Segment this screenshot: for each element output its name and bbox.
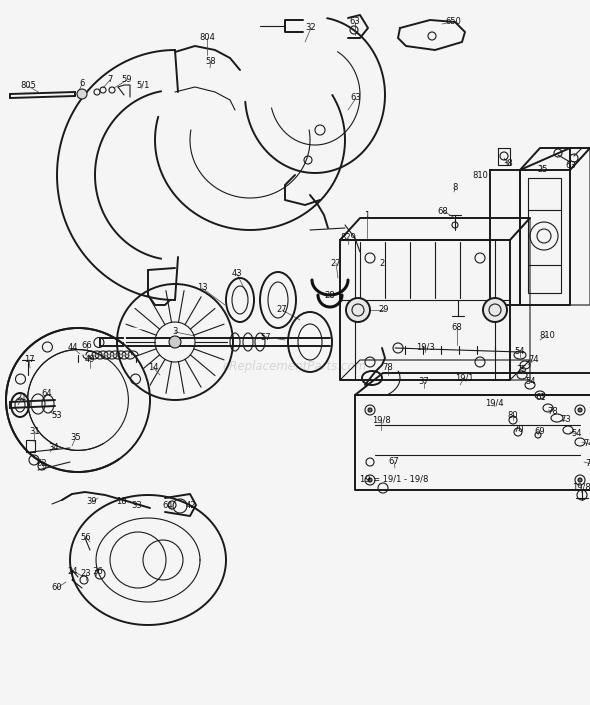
Circle shape xyxy=(578,408,582,412)
Text: 56: 56 xyxy=(81,532,91,541)
Text: 27: 27 xyxy=(330,259,341,267)
Text: 33: 33 xyxy=(132,501,142,510)
Text: 66: 66 xyxy=(81,341,93,350)
Text: 62: 62 xyxy=(37,458,47,467)
Text: 804: 804 xyxy=(199,34,215,42)
Text: 70: 70 xyxy=(514,426,525,434)
Text: 32: 32 xyxy=(306,23,316,32)
Text: 805: 805 xyxy=(20,82,36,90)
Text: 35: 35 xyxy=(71,432,81,441)
Text: 23: 23 xyxy=(81,568,91,577)
Circle shape xyxy=(368,478,372,482)
Circle shape xyxy=(368,408,372,412)
Text: 6: 6 xyxy=(79,80,85,89)
Text: 34: 34 xyxy=(49,443,60,451)
Text: 8: 8 xyxy=(453,183,458,192)
Text: 58: 58 xyxy=(206,58,217,66)
Text: 61: 61 xyxy=(536,393,546,403)
Text: 69: 69 xyxy=(535,427,545,436)
Text: 78: 78 xyxy=(548,407,558,415)
Text: 64: 64 xyxy=(42,389,53,398)
Text: 29: 29 xyxy=(379,305,389,314)
Text: 37: 37 xyxy=(419,377,430,386)
Text: 63: 63 xyxy=(350,18,360,27)
Text: 19 = 19/1 - 19/8: 19 = 19/1 - 19/8 xyxy=(360,474,428,484)
Text: 14: 14 xyxy=(148,362,158,372)
Text: 36: 36 xyxy=(93,567,103,575)
Text: 1: 1 xyxy=(365,212,369,221)
Text: 13: 13 xyxy=(196,283,207,293)
Text: 27: 27 xyxy=(277,305,287,314)
Text: 54: 54 xyxy=(572,429,582,439)
Circle shape xyxy=(77,89,87,99)
Text: 810: 810 xyxy=(539,331,555,340)
Text: 44: 44 xyxy=(68,343,78,352)
Text: 49: 49 xyxy=(85,355,95,364)
Circle shape xyxy=(346,298,370,322)
Text: 68: 68 xyxy=(438,207,448,216)
Text: 19/8: 19/8 xyxy=(372,415,391,424)
Text: 67: 67 xyxy=(389,458,399,467)
Text: 42: 42 xyxy=(186,501,196,510)
Text: 54: 54 xyxy=(526,377,536,386)
Text: 80: 80 xyxy=(507,410,518,419)
Text: 18: 18 xyxy=(116,498,126,506)
Text: 28: 28 xyxy=(324,290,335,300)
Text: 829: 829 xyxy=(340,233,356,243)
Text: 17: 17 xyxy=(24,355,34,364)
Text: 43: 43 xyxy=(232,269,242,278)
Text: 38: 38 xyxy=(503,159,513,168)
Text: 3: 3 xyxy=(172,328,178,336)
Text: 73: 73 xyxy=(560,415,571,424)
Text: 68: 68 xyxy=(451,324,463,333)
Text: 5/1: 5/1 xyxy=(136,80,150,90)
Circle shape xyxy=(483,298,507,322)
Text: 60: 60 xyxy=(52,584,63,592)
Text: 57: 57 xyxy=(261,333,271,341)
Text: 19/8: 19/8 xyxy=(572,482,590,491)
Text: 59: 59 xyxy=(122,75,132,85)
Circle shape xyxy=(578,478,582,482)
Text: 19/4: 19/4 xyxy=(485,398,503,407)
Text: 39: 39 xyxy=(87,498,97,506)
Text: 2: 2 xyxy=(379,259,385,267)
Text: 74: 74 xyxy=(586,460,590,469)
Text: 31: 31 xyxy=(30,427,40,436)
Text: 21: 21 xyxy=(17,393,27,403)
Text: 74: 74 xyxy=(529,355,539,364)
Bar xyxy=(528,178,561,293)
Text: 24: 24 xyxy=(68,567,78,575)
Text: 75: 75 xyxy=(517,365,527,374)
Text: 54: 54 xyxy=(514,348,525,357)
Text: 78: 78 xyxy=(383,362,394,372)
Text: 810: 810 xyxy=(472,171,488,180)
Text: 19/1: 19/1 xyxy=(455,374,473,383)
Text: 19/3: 19/3 xyxy=(415,343,434,352)
Text: 74: 74 xyxy=(584,439,590,448)
Text: 25: 25 xyxy=(537,166,548,175)
Circle shape xyxy=(169,336,181,348)
Text: 650: 650 xyxy=(445,18,461,27)
Text: 63: 63 xyxy=(566,161,576,171)
Text: eReplacementParts.com: eReplacementParts.com xyxy=(223,360,367,373)
Text: 7: 7 xyxy=(107,75,113,85)
Text: 64: 64 xyxy=(163,501,173,510)
Text: 63: 63 xyxy=(350,94,361,102)
Text: 53: 53 xyxy=(52,410,63,419)
